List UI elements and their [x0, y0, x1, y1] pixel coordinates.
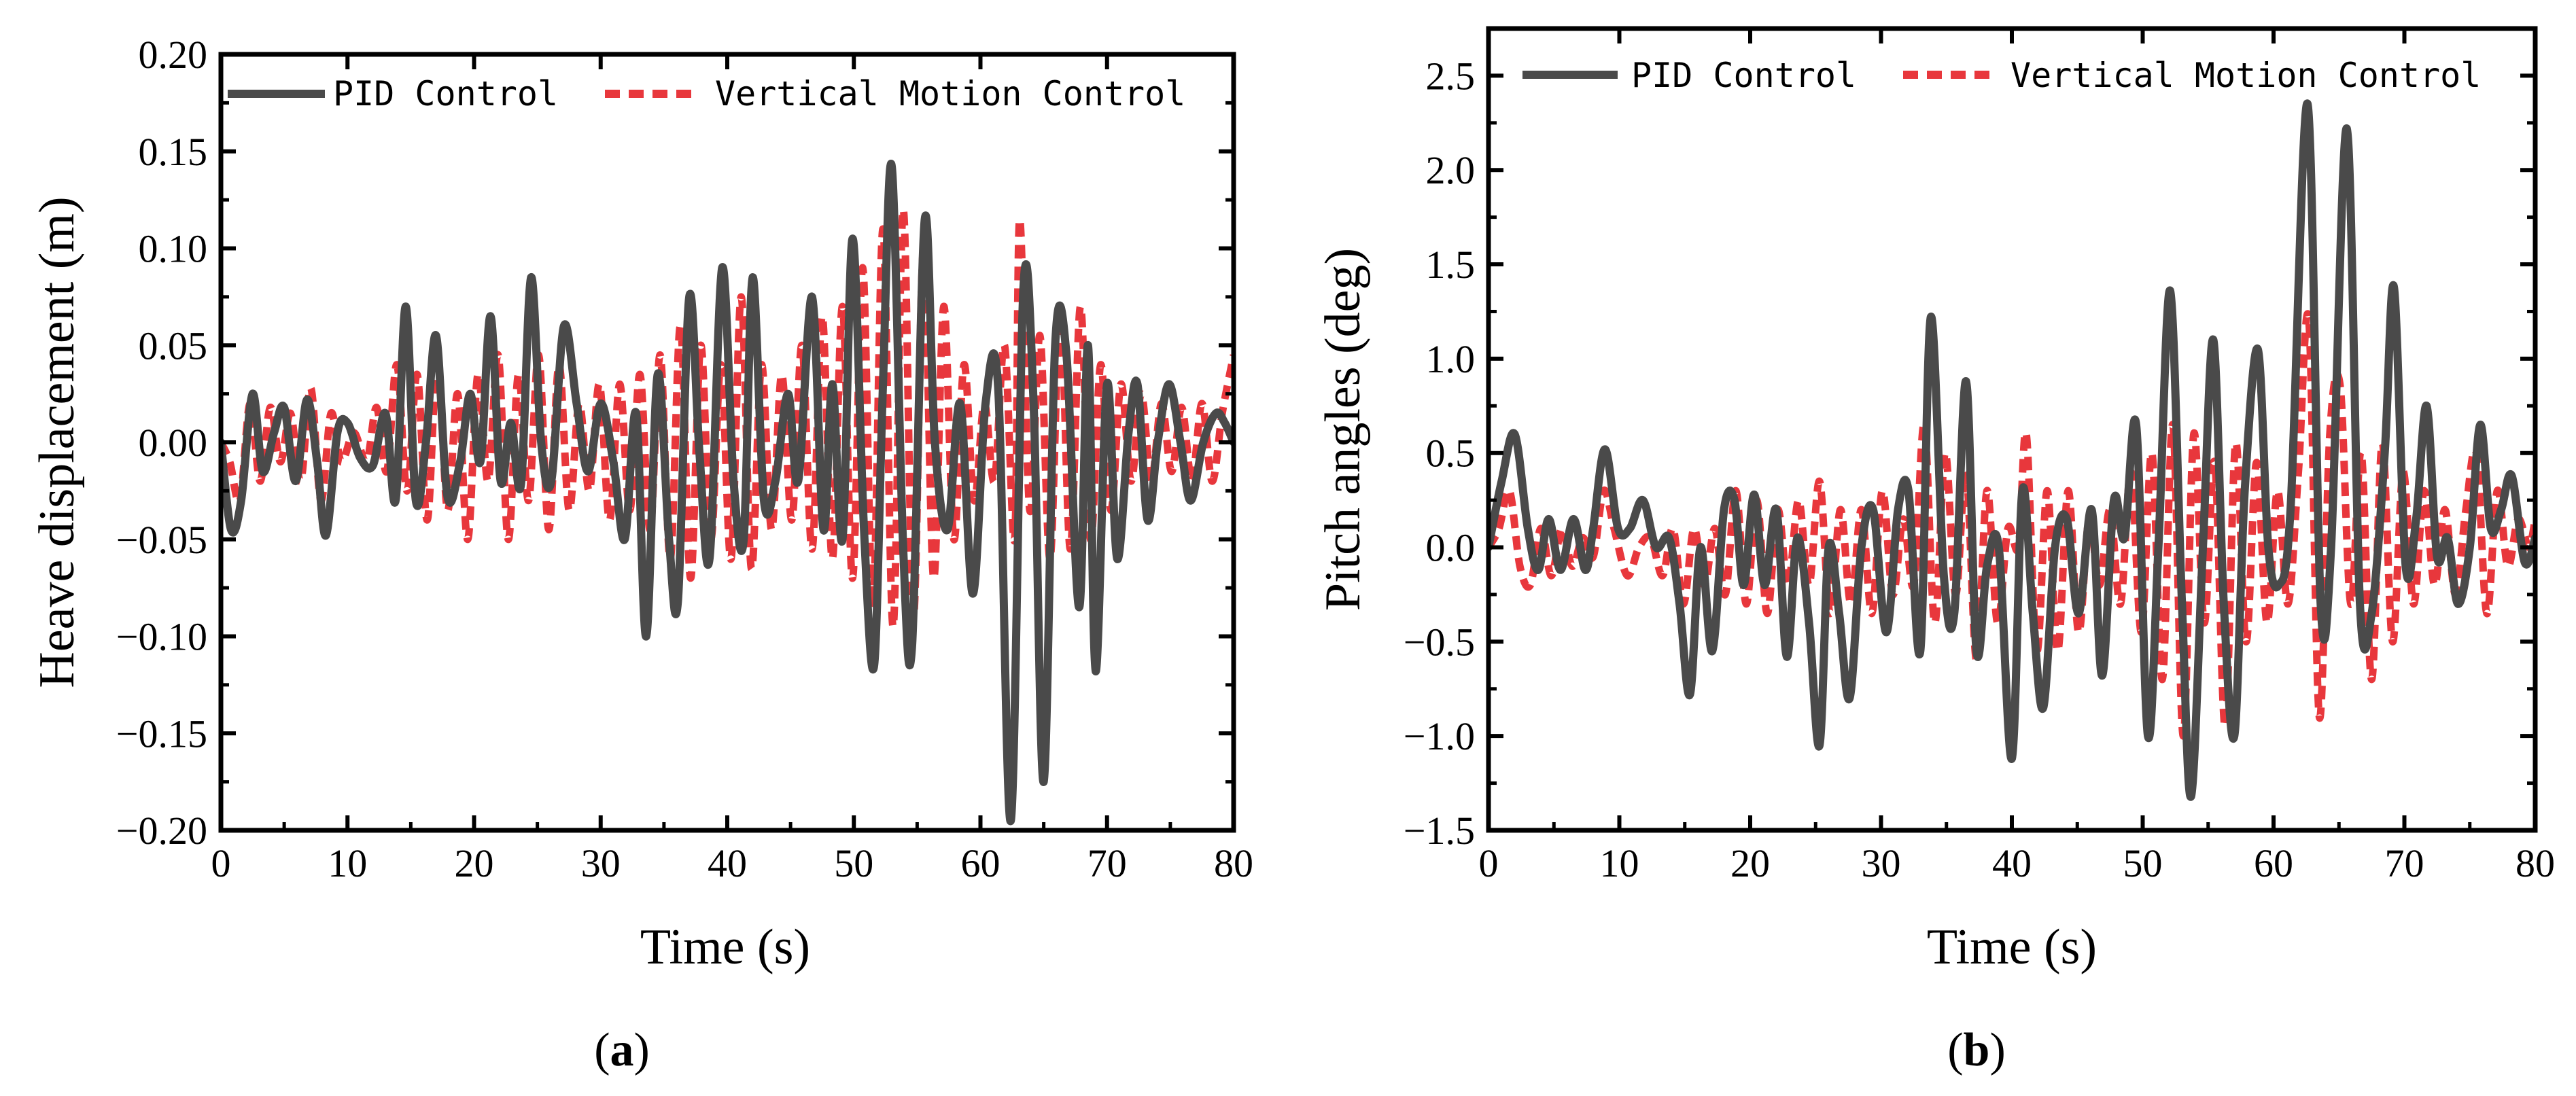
x-tick-label: 50 — [834, 841, 873, 885]
y-tick-label: −0.5 — [1404, 620, 1475, 664]
y-tick-label: 0.5 — [1426, 431, 1476, 476]
x-tick-label: 0 — [211, 841, 231, 885]
y-tick-label: 0.20 — [139, 33, 208, 77]
y-tick-label: 0.15 — [139, 130, 208, 174]
y-tick-label: −0.10 — [116, 615, 207, 659]
x-tick-label: 30 — [1862, 841, 1901, 885]
y-axis-ticks-a: −0.20 −0.15 −0.10 −0.05 0.00 0.05 0.10 0.15 0.20 — [116, 33, 1234, 853]
x-tick-label: 0 — [1479, 841, 1499, 885]
y-tick-label: 0.10 — [139, 227, 208, 271]
y-tick-label: −0.15 — [116, 711, 207, 756]
x-axis-ticks-b: 0 10 20 30 40 50 60 70 80 — [1479, 29, 2555, 885]
legend-vmc-label-a: Vertical Motion Control — [715, 74, 1185, 113]
y-tick-label: 2.5 — [1426, 54, 1476, 98]
x-tick-label: 40 — [708, 841, 747, 885]
x-tick-label: 50 — [2123, 841, 2163, 885]
y-tick-label: 0.05 — [139, 323, 208, 368]
pid-line — [1489, 99, 2535, 801]
legend-vmc-label-b: Vertical Motion Control — [2011, 56, 2481, 95]
y-axis-title-b: Pitch angles (deg) — [1315, 248, 1371, 611]
y-tick-label: −1.0 — [1404, 714, 1475, 758]
x-axis-title-b: Time (s) — [1927, 919, 2097, 975]
y-tick-label: 2.0 — [1426, 148, 1476, 192]
y-tick-label: −0.20 — [116, 809, 207, 853]
y-tick-label: −0.05 — [116, 518, 207, 562]
x-tick-label: 10 — [1600, 841, 1639, 885]
x-axis-ticks-a: 0 10 20 30 40 50 60 70 80 — [211, 54, 1253, 885]
panel-label-b: (b) — [1947, 1024, 2006, 1076]
y-tick-label: 1.0 — [1426, 337, 1476, 381]
panel-label-a: (a) — [594, 1024, 650, 1076]
legend-b: PID Control Vertical Motion Control — [1522, 56, 2481, 95]
y-tick-label: 1.5 — [1426, 243, 1476, 287]
y-tick-label: 0.0 — [1426, 526, 1476, 570]
legend-pid-label-b: PID Control — [1631, 56, 1856, 95]
x-tick-label: 70 — [2385, 841, 2424, 885]
x-tick-label: 20 — [1730, 841, 1770, 885]
x-tick-label: 10 — [328, 841, 367, 885]
y-axis-ticks-b: −1.5 −1.0 −0.5 0.0 0.5 1.0 1.5 2.0 2.5 — [1404, 54, 2535, 853]
pid-line — [221, 160, 1234, 826]
series-pid-line-b — [1489, 99, 2535, 801]
x-tick-label: 70 — [1087, 841, 1127, 885]
panel-b: 0 10 20 30 40 50 60 70 80 −1.5 −1.0 −0.5 0.0 0.5 1.0 1… — [1315, 26, 2555, 1076]
legend-pid-label-a: PID Control — [333, 74, 558, 113]
legend-a: PID Control Vertical Motion Control — [228, 74, 1185, 113]
x-tick-label: 80 — [2516, 841, 2555, 885]
x-tick-label: 60 — [961, 841, 1000, 885]
x-tick-label: 30 — [581, 841, 621, 885]
x-axis-title-a: Time (s) — [640, 919, 810, 975]
x-tick-label: 80 — [1214, 841, 1253, 885]
x-tick-label: 60 — [2254, 841, 2293, 885]
y-axis-title-a: Heave displacement (m) — [29, 196, 85, 688]
x-tick-label: 40 — [1992, 841, 2032, 885]
panel-a: 0 10 20 30 40 50 60 70 80 −0.20 −0.15 −0.10 −0.05 0.… — [29, 33, 1253, 1076]
series-pid-line-a — [221, 160, 1234, 826]
y-tick-label: −1.5 — [1404, 809, 1475, 853]
x-tick-label: 20 — [455, 841, 494, 885]
y-tick-label: 0.00 — [139, 421, 208, 465]
